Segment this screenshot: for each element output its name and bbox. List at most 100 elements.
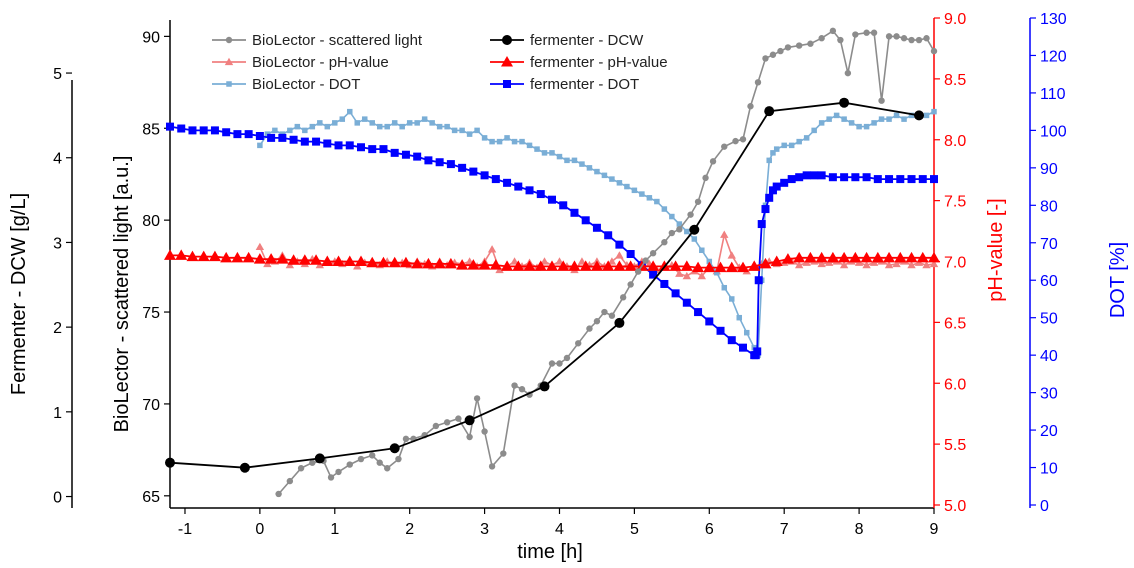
data-point-biolector-scattered-light [930,47,938,55]
data-point-fermenter-dot [480,171,489,180]
data-point-fermenter-dot [581,216,590,225]
data-point-biolector-dot [257,142,263,149]
data-point-biolector-scattered-light [608,312,616,319]
data-point-biolector-scattered-light [908,36,915,44]
data-point-fermenter-dot [222,128,231,137]
data-point-fermenter-ph-value [512,260,525,271]
data-point-fermenter-dot [694,308,703,317]
data-point-biolector-dot [429,120,435,126]
data-point-fermenter-dot [930,175,938,184]
ph-tick-label: 9.0 [944,11,966,28]
data-point-fermenter-dot [188,126,197,135]
data-point-fermenter-dot [753,347,762,356]
legend-item-fermenter-dot: fermenter - DOT [490,76,639,93]
data-point-biolector-dot [609,176,615,182]
data-point-biolector-scattered-light [649,250,657,257]
data-point-biolector-ph-value [682,271,692,280]
data-point-fermenter-dot [435,158,444,167]
data-point-biolector-scattered-light [844,69,852,77]
data-point-biolector-scattered-light [384,465,391,472]
data-point-fermenter-ph-value [759,257,772,269]
ph-tick-label: 7.5 [944,194,966,211]
data-point-biolector-dot [519,138,525,145]
data-point-fermenter-ph-value [444,257,457,269]
data-point-fermenter-ph-value [197,250,210,262]
data-point-biolector-scattered-light [488,463,496,470]
data-point-fermenter-ph-value [849,251,862,263]
legend-marker [502,35,512,45]
data-point-fermenter-dot [716,326,725,335]
data-point-fermenter-ph-value [411,257,424,269]
data-point-biolector-scattered-light [432,422,440,430]
data-point-biolector-scattered-light [702,174,709,182]
data-point-biolector-dot [294,123,301,130]
data-point-biolector-scattered-light [548,360,556,367]
data-point-fermenter-dot [802,171,811,180]
data-point-biolector-ph-value [907,260,916,269]
data-point-fermenter-ph-value [366,256,379,268]
dcw-tick-label: 2 [53,320,62,337]
x-tick-label: 6 [705,521,714,538]
data-point-biolector-dot [579,161,585,167]
data-point-biolector-scattered-light [346,461,353,468]
ph-axis-title: pH-value [-] [985,198,1007,301]
data-point-fermenter-dot [323,139,332,148]
data-point-fermenter-dot [918,175,927,184]
data-point-fermenter-dcw [165,457,175,468]
data-point-fermenter-dot [851,173,860,182]
data-point-biolector-dot [676,221,683,227]
data-point-biolector-scattered-light [395,455,402,463]
data-point-biolector-dot [624,183,630,190]
data-point-fermenter-dot [727,336,736,345]
data-point-fermenter-dot [682,298,691,307]
data-point-fermenter-ph-value [164,249,176,260]
data-point-fermenter-ph-value [467,259,480,270]
data-point-biolector-dot [511,138,518,145]
legend-item-biolector-scattered-light: BioLector - scattered light [212,32,423,49]
data-point-biolector-dot [556,153,563,160]
data-point-biolector-dot [496,138,503,145]
sl-tick-label: 75 [142,305,160,322]
data-point-biolector-scattered-light [297,465,305,472]
data-point-fermenter-dot [649,270,658,279]
legend-item-biolector-dot: BioLector - DOT [212,76,360,93]
data-point-fermenter-dot [413,152,422,161]
data-point-biolector-dot [654,198,660,205]
data-point-biolector-dot [534,146,540,152]
data-point-biolector-ph-value [839,260,849,269]
data-point-biolector-dot [406,120,413,126]
data-point-biolector-ph-value [817,259,826,268]
data-point-biolector-dot [646,195,653,201]
data-point-fermenter-ph-value [737,261,749,273]
data-point-biolector-dot [863,123,870,130]
data-point-fermenter-dcw [839,97,850,108]
x-tick-label: 4 [555,521,564,538]
data-point-fermenter-ph-value [287,254,300,265]
data-point-fermenter-ph-value [355,255,367,266]
data-point-fermenter-dot [166,122,174,131]
data-point-biolector-ph-value [922,260,931,269]
data-point-fermenter-ph-value [793,251,806,263]
data-point-fermenter-dot [536,190,545,199]
dot-tick-label: 100 [1040,123,1067,140]
data-point-fermenter-dot [177,124,186,133]
data-point-biolector-dot [661,206,668,212]
data-point-fermenter-dot [458,163,467,172]
data-point-fermenter-dot [334,141,343,150]
data-point-biolector-scattered-light [357,455,365,463]
data-point-fermenter-dot [671,289,680,298]
data-point-biolector-dot [571,157,578,164]
data-point-biolector-dot [361,116,368,122]
data-point-biolector-scattered-light [923,35,930,42]
data-point-biolector-dot [347,108,353,115]
series-fermenter-dot [166,122,938,360]
data-point-biolector-scattered-light [511,382,518,389]
data-point-fermenter-dcw [764,106,775,117]
data-point-biolector-dot [796,138,802,145]
series-line-fermenter-dcw [169,101,920,469]
data-point-biolector-dot [481,135,488,141]
legend-label: fermenter - pH-value [530,54,668,71]
data-point-fermenter-ph-value [433,257,446,269]
data-point-biolector-dot [781,142,787,149]
data-point-biolector-dot [399,123,405,130]
